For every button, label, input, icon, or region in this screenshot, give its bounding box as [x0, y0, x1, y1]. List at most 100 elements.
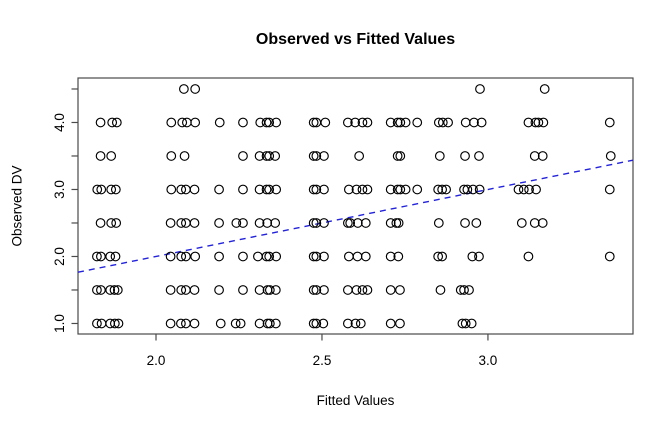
data-point: [165, 285, 176, 295]
data-point: [165, 218, 176, 228]
data-point: [308, 151, 319, 161]
data-point: [261, 184, 272, 195]
identity-reference-line: [77, 159, 634, 273]
data-point: [189, 218, 200, 228]
data-point: [352, 218, 363, 228]
data-point: [433, 251, 444, 262]
data-point: [107, 117, 118, 128]
data-point: [92, 285, 102, 295]
data-point: [466, 318, 477, 329]
data-point: [360, 251, 371, 262]
data-point: [109, 318, 120, 329]
data-point: [400, 184, 411, 195]
data-point: [264, 151, 275, 161]
data-point: [319, 251, 329, 262]
data-point: [320, 117, 331, 128]
data-point: [96, 251, 106, 262]
data-point: [354, 151, 365, 161]
data-point: [311, 218, 322, 228]
data-point: [271, 184, 282, 195]
data-point: [261, 117, 272, 128]
data-point: [270, 151, 281, 161]
data-point: [109, 285, 120, 295]
data-point: [308, 318, 319, 329]
data-point: [434, 151, 445, 161]
data-point: [357, 117, 368, 128]
data-point: [392, 184, 403, 195]
data-point: [166, 151, 177, 161]
data-point: [238, 184, 248, 195]
data-point: [105, 251, 116, 262]
data-point: [181, 251, 191, 262]
data-point: [360, 218, 371, 228]
data-point: [261, 251, 272, 262]
data-point: [395, 151, 406, 161]
data-point: [238, 251, 248, 262]
data-point: [460, 218, 470, 228]
data-point: [165, 251, 176, 262]
data-point: [176, 251, 187, 262]
data-point: [537, 218, 548, 228]
data-point: [253, 251, 263, 262]
data-point: [518, 184, 529, 195]
data-point: [311, 285, 322, 295]
data-point: [308, 184, 319, 195]
data-point: [230, 318, 241, 329]
data-point: [254, 285, 265, 295]
data-point: [529, 218, 540, 228]
data-point: [179, 84, 189, 94]
data-point: [362, 117, 373, 128]
data-point: [311, 251, 322, 262]
data-point: [95, 218, 106, 228]
data-point: [106, 184, 117, 195]
data-point: [395, 117, 406, 128]
data-point: [459, 285, 469, 295]
data-point: [474, 184, 485, 195]
data-point: [605, 151, 616, 161]
data-point: [238, 218, 248, 228]
data-point: [238, 151, 248, 161]
data-point: [214, 218, 224, 228]
data-point: [537, 151, 548, 161]
data-point: [95, 117, 106, 128]
data-point: [385, 117, 396, 128]
data-point: [523, 117, 534, 128]
data-point: [311, 318, 322, 329]
data-point: [467, 251, 478, 262]
data-point: [319, 218, 329, 228]
y-tick-label: 3.0: [52, 180, 67, 199]
plot-box: [77, 77, 634, 335]
y-axis-label: Observed DV: [9, 165, 25, 247]
data-point: [393, 218, 404, 228]
data-point: [254, 218, 265, 228]
data-point: [308, 285, 319, 295]
data-point: [457, 318, 468, 329]
data-point: [238, 285, 248, 295]
data-point: [92, 184, 103, 195]
data-point: [392, 151, 403, 161]
data-point: [343, 184, 354, 195]
data-point: [357, 285, 368, 295]
data-point: [352, 251, 363, 262]
data-point: [270, 285, 281, 295]
data-point: [308, 218, 319, 228]
data-point: [441, 184, 451, 195]
data-point: [264, 117, 275, 128]
data-point: [385, 285, 396, 295]
data-point: [189, 318, 200, 329]
data-point: [112, 285, 123, 295]
data-point: [264, 184, 275, 195]
y-tick-label: 2.0: [52, 247, 67, 266]
data-point: [308, 117, 319, 128]
data-point: [342, 318, 353, 329]
data-point: [345, 218, 356, 228]
data-point: [604, 117, 615, 128]
data-point: [604, 184, 615, 195]
data-point: [539, 84, 550, 94]
data-point: [111, 117, 122, 128]
data-point: [262, 218, 273, 228]
x-tick-label: 2.0: [147, 353, 166, 368]
data-point: [176, 318, 186, 329]
data-point: [111, 218, 122, 228]
